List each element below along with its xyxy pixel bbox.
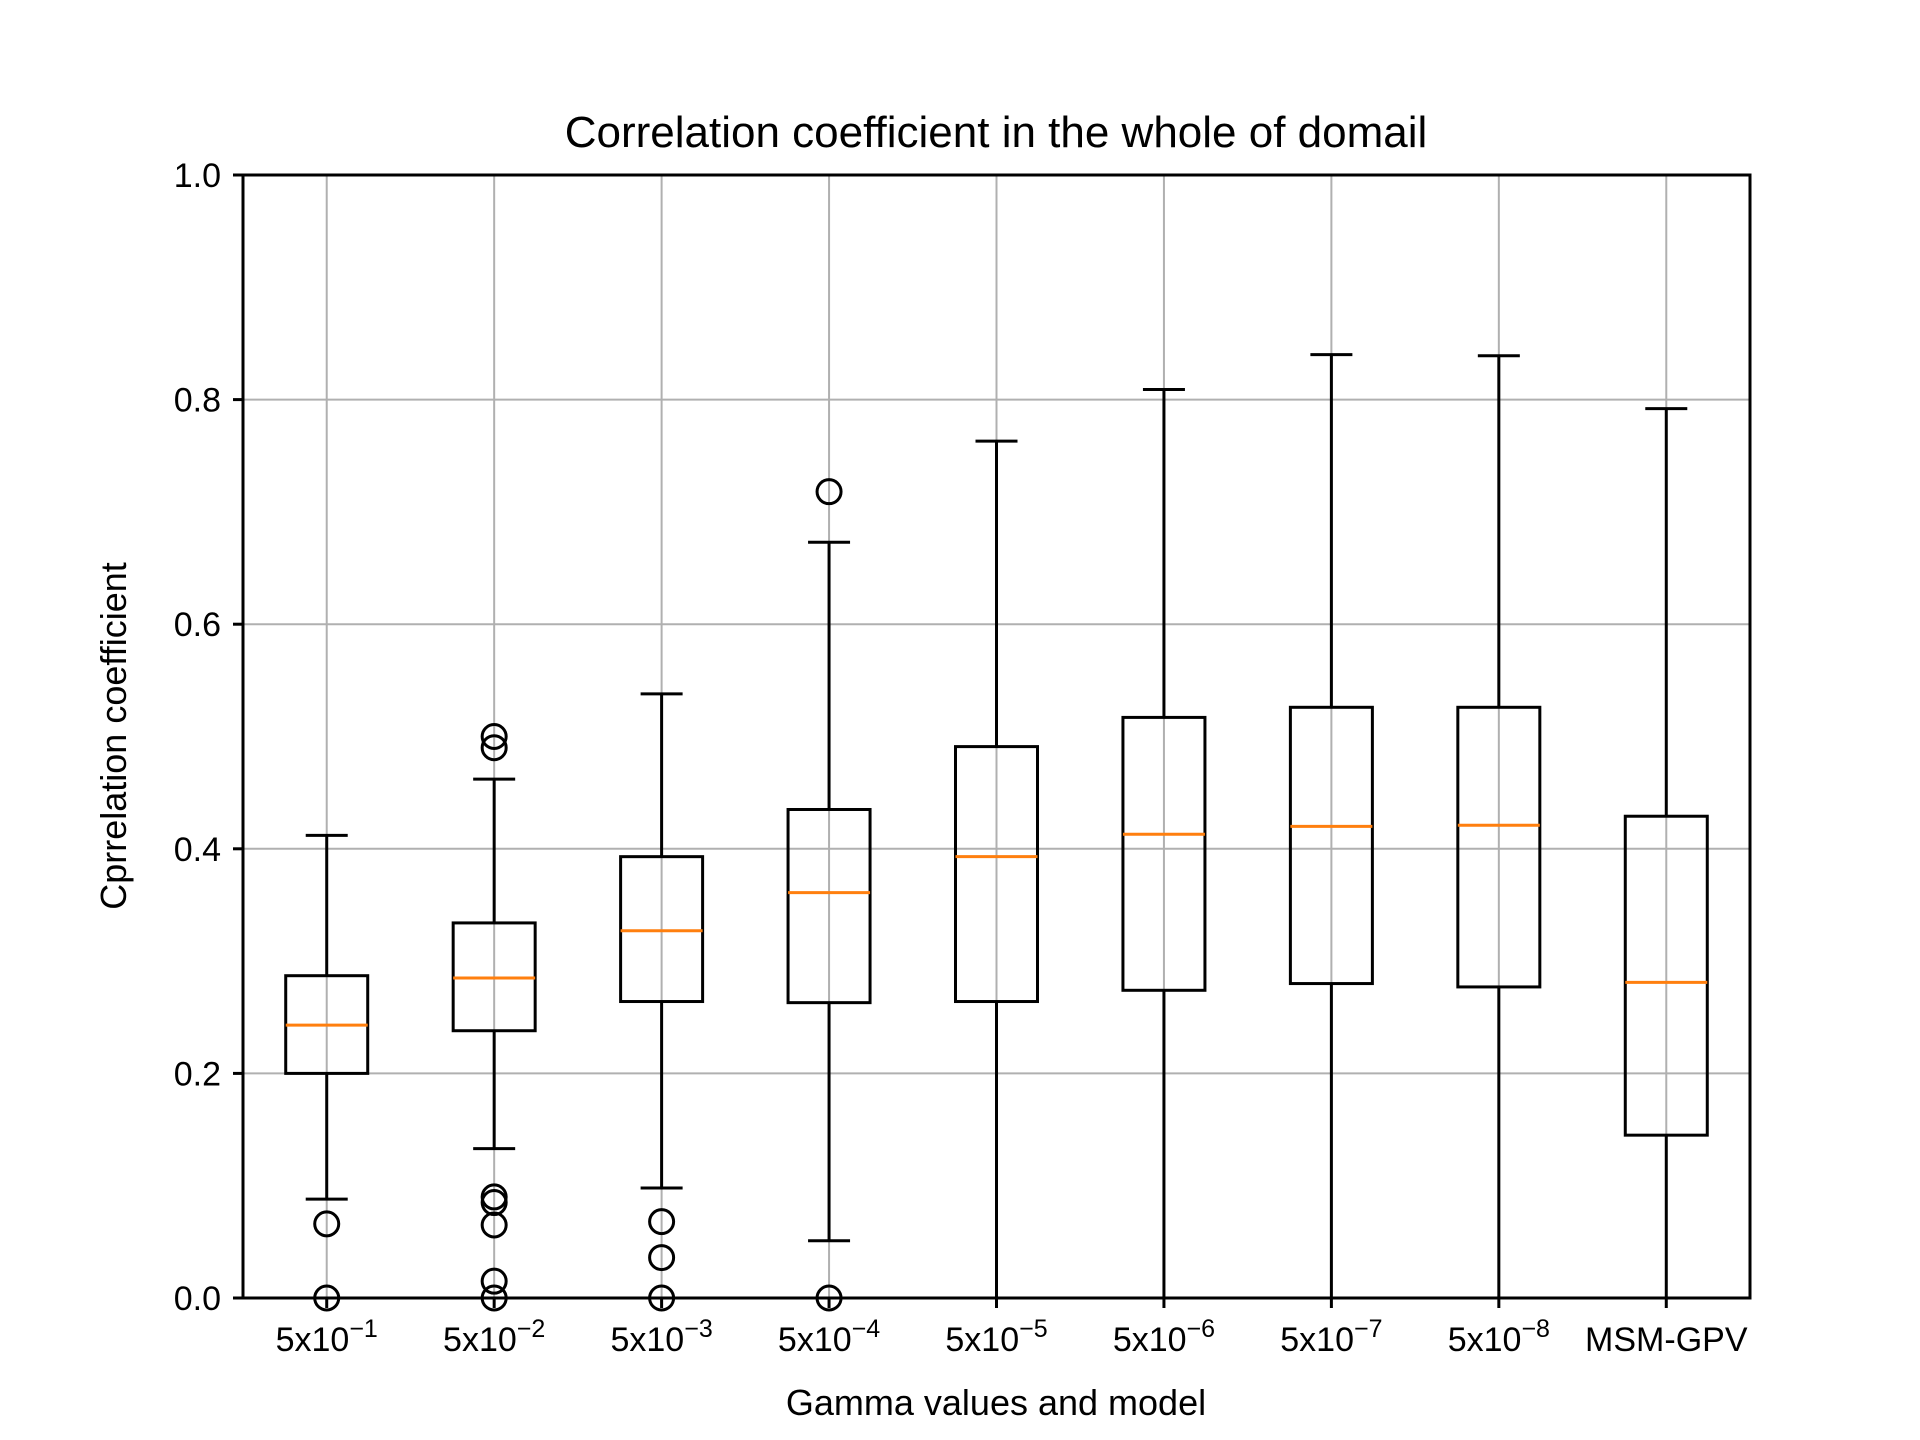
outlier-point — [480, 1211, 508, 1239]
x-tick-label: 5x10−8 — [1448, 1315, 1550, 1359]
x-tick-label: 5x10−3 — [610, 1315, 712, 1359]
box-9 — [1623, 407, 1709, 1300]
outlier-point — [480, 1189, 508, 1217]
x-axis-label: Gamma values and model — [786, 1382, 1206, 1423]
outlier-point — [480, 1267, 508, 1295]
iqr-box — [1288, 705, 1374, 986]
outlier-point — [313, 1210, 341, 1238]
x-tick-label-base: 5x10 — [778, 1321, 852, 1359]
y-axis-label: Cprrelation coefficient — [93, 562, 134, 910]
y-tick-label: 1.0 — [174, 157, 221, 195]
iqr-box — [1456, 705, 1542, 989]
chart-title: Correlation coefficient in the whole of … — [565, 108, 1428, 157]
outlier-point — [480, 723, 508, 750]
y-tick-label: 0.2 — [174, 1055, 221, 1093]
x-tick-label: 5x10−2 — [443, 1315, 545, 1359]
x-tick-label-base: MSM-GPV — [1585, 1321, 1748, 1359]
x-tick-label-exponent: −2 — [517, 1315, 546, 1343]
iqr-box — [954, 745, 1039, 1004]
x-tick-label-base: 5x10 — [1448, 1321, 1522, 1359]
x-tick-label-exponent: −8 — [1521, 1315, 1550, 1343]
x-tick-label-exponent: −4 — [852, 1315, 881, 1343]
iqr-box — [1623, 814, 1709, 1137]
x-tick-label: 5x10−1 — [276, 1315, 378, 1359]
x-tick-label-base: 5x10 — [276, 1321, 350, 1359]
iqr-box — [786, 807, 872, 1005]
x-tick-label: 5x10−5 — [945, 1315, 1047, 1359]
y-tick-label: 0.4 — [174, 831, 221, 869]
x-tick-label-base: 5x10 — [443, 1321, 517, 1359]
x-tick-label-base: 5x10 — [1280, 1321, 1354, 1359]
outlier-point — [815, 478, 843, 506]
box-3 — [619, 692, 705, 1312]
outlier-point — [480, 734, 508, 762]
x-tick-label-exponent: −1 — [349, 1315, 378, 1343]
outlier-point — [648, 1208, 676, 1236]
x-tick-label: 5x10−7 — [1280, 1315, 1382, 1359]
x-tick-label-exponent: −7 — [1354, 1315, 1383, 1343]
x-tick-label-base: 5x10 — [945, 1321, 1019, 1359]
x-tick-label-base: 5x10 — [610, 1321, 684, 1359]
box-4 — [786, 478, 872, 1312]
box-5 — [954, 439, 1039, 1300]
x-axis: 5x10−1 5x10−2 5x10−3 5x10−4 5x10−5 5x10−6 5x10… — [276, 1298, 1748, 1359]
y-tick-label: 0.0 — [174, 1280, 221, 1318]
iqr-box — [619, 855, 705, 1004]
outlier-point — [648, 1244, 676, 1272]
x-tick-label-base: 5x10 — [1113, 1321, 1187, 1359]
x-tick-label-exponent: −3 — [684, 1315, 713, 1343]
y-axis: 0.0 0.2 0.4 0.6 0.8 1.0 — [174, 157, 243, 1318]
y-tick-label: 0.6 — [174, 606, 221, 644]
x-tick-label-exponent: −6 — [1187, 1315, 1216, 1343]
x-tick-label: 5x10−6 — [1113, 1315, 1215, 1359]
y-tick-label: 0.8 — [174, 382, 221, 420]
x-tick-label-exponent: −5 — [1019, 1315, 1048, 1343]
x-tick-label: 5x10−4 — [778, 1315, 880, 1359]
iqr-box — [1121, 715, 1207, 992]
box-8 — [1456, 354, 1542, 1300]
x-tick-label: MSM-GPV — [1585, 1321, 1748, 1359]
